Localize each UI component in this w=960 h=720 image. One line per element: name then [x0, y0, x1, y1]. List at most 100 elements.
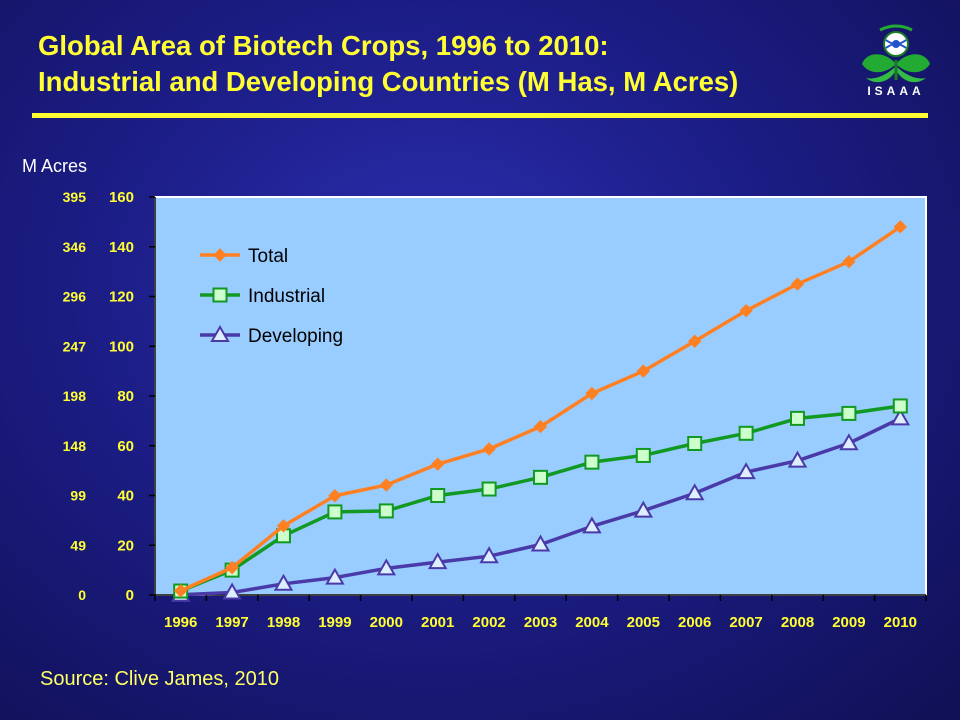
- slide-title-line2: Industrial and Developing Countries (M H…: [38, 66, 739, 97]
- acre-tick-label: 296: [63, 289, 87, 305]
- chart-legend: Total Industrial Developing: [200, 246, 343, 347]
- data-point-industrial: [892, 398, 908, 414]
- slide-title: Global Area of Biotech Crops, 1996 to 20…: [38, 28, 858, 100]
- legend-label: Developing: [248, 326, 343, 347]
- acre-tick-label: 0: [78, 587, 86, 603]
- data-point-industrial: [841, 405, 857, 421]
- x-tick-label: 2001: [421, 614, 454, 631]
- y-tick-label: 20: [117, 537, 134, 554]
- y-tick-label: 0: [126, 587, 134, 604]
- y-tick-label: 40: [117, 488, 134, 505]
- acre-tick-label: 49: [70, 537, 86, 553]
- data-point-total: [739, 303, 753, 318]
- data-point-total: [790, 277, 805, 291]
- x-tick-label: 1998: [267, 614, 300, 631]
- data-point-developing: [479, 546, 499, 564]
- chart-series: [170, 220, 911, 602]
- series-total: [173, 220, 908, 598]
- y-tick-label: 140: [109, 239, 134, 256]
- data-point-total: [173, 584, 188, 598]
- x-axis-ticks: 1996 1997 1998 1999 2000 2001 2002 2003 2004 2005…: [154, 595, 927, 631]
- isaaa-logo-icon: [862, 24, 930, 83]
- y-tick-label: 100: [109, 338, 134, 355]
- legend-label: Industrial: [248, 286, 325, 307]
- data-point-developing: [684, 483, 705, 501]
- x-tick-label: 2000: [370, 614, 403, 631]
- data-point-total: [328, 489, 342, 503]
- data-point-developing: [273, 573, 294, 591]
- series-industrial: [173, 398, 908, 599]
- data-point-developing: [839, 433, 859, 451]
- acre-tick-label: 346: [63, 239, 87, 255]
- legend-marker-industrial: [212, 287, 228, 303]
- x-tick-label: 2007: [729, 614, 762, 631]
- data-point-industrial: [738, 425, 754, 441]
- acre-tick-label: 198: [63, 388, 87, 404]
- data-point-total: [533, 419, 548, 434]
- data-point-total: [430, 457, 445, 471]
- x-tick-label: 2010: [884, 614, 917, 631]
- legend-item-industrial: Industrial: [200, 286, 325, 307]
- x-tick-label: 2009: [832, 614, 865, 631]
- data-point-developing: [427, 552, 448, 570]
- data-point-total: [842, 254, 856, 269]
- logo-text: ISAAA: [867, 84, 925, 98]
- data-point-industrial: [327, 504, 343, 520]
- x-tick-label: 1999: [318, 614, 351, 631]
- y-tick-label: 80: [117, 388, 134, 405]
- title-divider: [32, 113, 928, 118]
- data-point-industrial: [430, 488, 446, 503]
- data-point-total: [482, 442, 496, 456]
- source-note: Source: Clive James, 2010: [40, 668, 280, 690]
- x-tick-label: 2004: [575, 614, 609, 631]
- data-point-total: [585, 386, 599, 401]
- legend-marker-total: [213, 248, 227, 262]
- acre-axis-label: M Acres: [22, 156, 87, 176]
- data-point-industrial: [584, 454, 600, 470]
- y-tick-label: 120: [109, 289, 134, 306]
- x-tick-label: 2003: [524, 614, 557, 631]
- data-point-developing: [376, 558, 397, 576]
- data-point-industrial: [378, 503, 394, 519]
- data-point-industrial: [790, 410, 805, 426]
- data-point-developing: [530, 534, 551, 552]
- y-tick-label: 160: [109, 189, 134, 206]
- legend-label: Total: [248, 246, 288, 267]
- legend-item-developing: Developing: [200, 324, 343, 347]
- series-developing: [170, 408, 911, 602]
- acre-axis-ticks: 0 49 99 148 198 247 296 346 395: [63, 189, 87, 603]
- data-point-developing: [890, 408, 911, 426]
- x-tick-label: 2006: [678, 614, 711, 631]
- acre-tick-label: 247: [63, 338, 87, 354]
- x-tick-label: 2008: [781, 614, 814, 631]
- y-axis-ticks: 0 20 40 60 80 100 120 140 160: [109, 189, 155, 604]
- data-point-total: [893, 220, 908, 234]
- acre-tick-label: 395: [63, 189, 87, 205]
- data-point-developing: [222, 582, 242, 600]
- x-tick-label: 2005: [627, 614, 660, 631]
- data-point-developing: [582, 516, 602, 534]
- data-point-developing: [633, 500, 654, 518]
- acre-tick-label: 148: [63, 438, 87, 454]
- data-point-total: [687, 334, 702, 348]
- x-tick-label: 2002: [472, 614, 505, 631]
- legend-item-total: Total: [200, 246, 288, 267]
- data-point-industrial: [533, 469, 548, 485]
- legend-marker-developing: [210, 324, 230, 342]
- y-tick-label: 60: [117, 438, 134, 455]
- data-point-industrial: [481, 481, 497, 497]
- slide-title-line1: Global Area of Biotech Crops, 1996 to 20…: [38, 30, 609, 61]
- x-tick-label: 1996: [164, 614, 197, 631]
- acre-tick-label: 99: [70, 488, 86, 504]
- data-point-industrial: [687, 436, 703, 452]
- data-point-industrial: [635, 447, 651, 463]
- data-point-total: [379, 478, 394, 492]
- data-point-total: [225, 560, 239, 575]
- x-tick-label: 1997: [215, 614, 248, 631]
- data-point-developing: [736, 462, 756, 480]
- data-point-total: [276, 519, 291, 533]
- data-point-total: [636, 364, 651, 378]
- data-point-developing: [325, 567, 345, 585]
- data-point-developing: [787, 450, 808, 468]
